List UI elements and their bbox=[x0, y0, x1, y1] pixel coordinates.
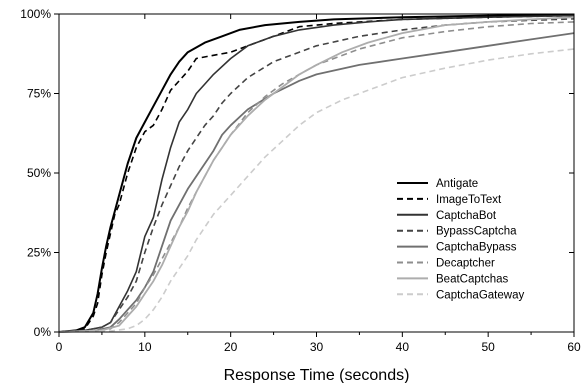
x-tick-label: 60 bbox=[567, 340, 581, 354]
series-line-antigate bbox=[58, 13, 575, 333]
series-line-beatcaptchas bbox=[58, 16, 575, 333]
series-line-decaptcher bbox=[58, 21, 575, 333]
x-tick-label: 20 bbox=[224, 340, 238, 354]
x-tick-label: 40 bbox=[396, 340, 410, 354]
y-tick-label: 25% bbox=[27, 246, 51, 260]
legend-label: CaptchaBypass bbox=[436, 242, 517, 254]
y-tick-label: 0% bbox=[34, 325, 52, 339]
legend-label: CaptchaGateway bbox=[436, 289, 524, 301]
x-tick-label: 10 bbox=[138, 340, 152, 354]
legend: Antigate ImageToText CaptchaBot BypassCaptc… bbox=[397, 178, 524, 301]
legend-label: CaptchaBot bbox=[436, 210, 497, 222]
legend-label: BeatCaptchas bbox=[436, 273, 508, 285]
legend-label: ImageToText bbox=[436, 194, 502, 206]
x-axis-title: Response Time (seconds) bbox=[224, 367, 410, 383]
series-line-captchabot bbox=[58, 14, 575, 333]
x-tick-label: 30 bbox=[310, 340, 324, 354]
legend-label: BypassCaptcha bbox=[436, 226, 517, 238]
plot-lines bbox=[58, 13, 575, 333]
legend-label: Decaptcher bbox=[436, 258, 495, 270]
series-line-bypasscaptcha bbox=[58, 18, 575, 333]
axes: 0 10 20 30 40 50 60 0% 25% 50% 75% 100% bbox=[20, 7, 581, 354]
y-tick-label: 100% bbox=[20, 7, 51, 21]
series-line-captchabypass bbox=[58, 32, 575, 333]
series-line-captchagateway bbox=[58, 48, 575, 333]
series-line-imagetotext bbox=[58, 14, 575, 333]
x-tick-label: 50 bbox=[481, 340, 495, 354]
y-tick-label: 50% bbox=[27, 166, 51, 180]
y-tick-label: 75% bbox=[27, 87, 51, 101]
legend-label: Antigate bbox=[436, 178, 478, 190]
x-tick-label: 0 bbox=[56, 340, 63, 354]
